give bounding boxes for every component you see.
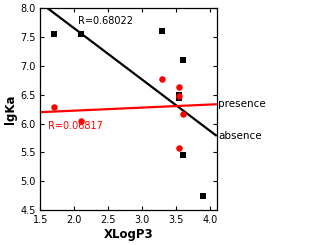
Y-axis label: lgKa: lgKa: [4, 94, 17, 124]
Point: [177, 147, 182, 150]
Point: [180, 112, 185, 116]
Point: [177, 93, 182, 97]
Text: R=0.68022: R=0.68022: [78, 16, 133, 26]
Point: [79, 119, 84, 123]
Point: [177, 85, 182, 89]
Text: R=0.06817: R=0.06817: [49, 122, 103, 132]
Text: absence: absence: [218, 131, 262, 141]
Point: [160, 29, 165, 33]
X-axis label: XLogP3: XLogP3: [104, 228, 153, 241]
Point: [51, 32, 56, 36]
Point: [160, 77, 165, 81]
Text: presence: presence: [218, 99, 266, 109]
Point: [201, 194, 206, 198]
Point: [180, 153, 185, 157]
Point: [180, 58, 185, 62]
Point: [79, 32, 84, 36]
Point: [51, 106, 56, 110]
Point: [177, 94, 182, 98]
Point: [177, 96, 182, 100]
